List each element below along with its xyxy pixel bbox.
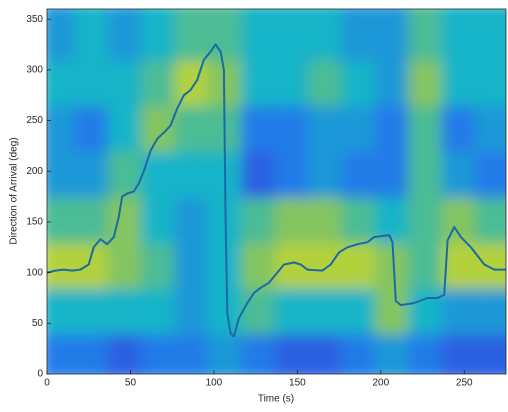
plot-frame bbox=[46, 8, 507, 375]
heat-cell bbox=[474, 9, 506, 61]
axes: 0 50 100 150 200 250 0 50 100 150 200 250 300 350 bbox=[26, 14, 473, 389]
y-axis-label: Direction of Arrival (deg) bbox=[9, 137, 20, 244]
x-tick-label: 200 bbox=[372, 378, 389, 389]
x-tick-label: 50 bbox=[125, 378, 137, 389]
line bbox=[47, 43, 506, 338]
y-tick-label: 0 bbox=[37, 369, 43, 380]
heatmap bbox=[47, 9, 506, 374]
x-tick-label: 100 bbox=[206, 378, 223, 389]
x-tick-label: 150 bbox=[289, 378, 306, 389]
x-axis-label: Time (s) bbox=[258, 394, 294, 405]
y-tick-label: 100 bbox=[26, 267, 43, 278]
y-tick-label: 200 bbox=[26, 166, 43, 177]
y-tick-label: 250 bbox=[26, 115, 43, 126]
heatmap-cells bbox=[47, 9, 506, 374]
y-tick-label: 350 bbox=[26, 14, 43, 25]
x-tick-label: 250 bbox=[456, 378, 473, 389]
line-layer bbox=[47, 43, 506, 338]
y-tick-label: 150 bbox=[26, 217, 43, 228]
x-tick-label: 0 bbox=[44, 378, 50, 389]
y-tick-label: 300 bbox=[26, 64, 43, 75]
y-tick-label: 50 bbox=[32, 318, 44, 329]
